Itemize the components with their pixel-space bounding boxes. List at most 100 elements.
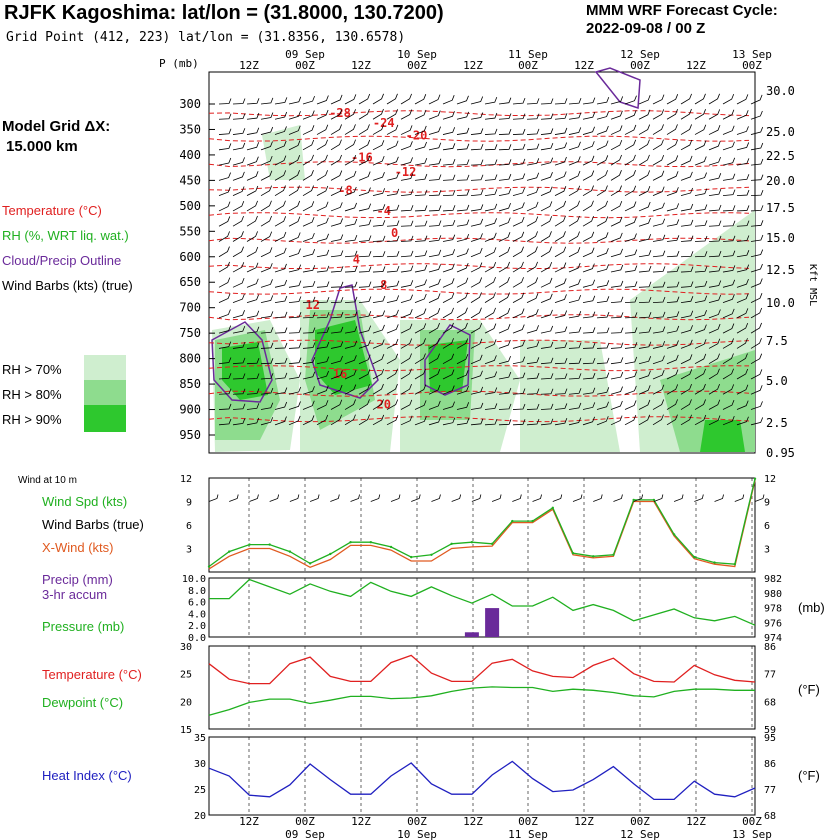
wind-barb <box>288 327 302 334</box>
wind-barb <box>708 338 721 349</box>
pressure-ytick: 980 <box>764 589 782 600</box>
wind-barb <box>344 124 356 135</box>
wind-barb <box>246 156 259 166</box>
wind-barb <box>400 294 413 303</box>
wind-barb <box>610 386 623 395</box>
precip-ytick: 4.0 <box>188 609 206 620</box>
wind-barb <box>344 139 356 151</box>
wind-barb <box>680 93 692 105</box>
wind-barb <box>484 174 498 181</box>
wind-barb <box>246 142 260 151</box>
wind-barb <box>582 387 596 395</box>
wind-barb <box>498 246 511 258</box>
wind-barb <box>708 294 722 303</box>
pressure-unit: (mb) <box>798 600 825 615</box>
wind-barb <box>330 384 343 395</box>
wind-barb <box>750 110 763 120</box>
wind-barb <box>596 280 610 288</box>
wind-barb <box>330 296 344 303</box>
wind-barb <box>456 354 469 365</box>
heat-ytick: 20 <box>194 811 206 822</box>
wind-barb <box>372 155 385 166</box>
wind-barb <box>750 234 764 242</box>
wind-barb <box>400 323 413 334</box>
wind-barb <box>428 384 441 395</box>
wind-barb <box>442 174 456 181</box>
wind-barb <box>554 127 568 135</box>
isotherm-label: 16 <box>333 367 347 381</box>
wind-barb <box>316 124 329 135</box>
wind-barb <box>218 277 231 288</box>
wind-barb <box>694 280 708 288</box>
wind-barb <box>414 94 427 105</box>
bottom-time-label: 00Z <box>742 815 762 828</box>
wind-barb <box>680 354 693 365</box>
wind-barb <box>470 307 482 319</box>
wind-barb <box>526 325 539 334</box>
wind-barb <box>302 232 315 242</box>
wind-barb <box>736 400 749 410</box>
wind-barb <box>582 200 594 212</box>
wind-barb <box>260 342 274 349</box>
wind-barb <box>330 250 344 258</box>
wind-barb <box>652 94 665 105</box>
wind-barb <box>414 353 426 365</box>
wind-barb <box>372 324 385 334</box>
wind-barb <box>316 249 330 258</box>
wind-barb <box>736 205 750 212</box>
wind-speed-point <box>531 519 534 523</box>
wind-barb <box>428 235 442 242</box>
pressure-tick-label: 950 <box>179 428 201 442</box>
wind-barb <box>512 128 526 135</box>
top-date-label: 11 Sep <box>508 48 548 61</box>
height-tick-label: 10.0 <box>766 296 795 310</box>
wind-barb <box>400 338 413 349</box>
wind-barb <box>400 368 412 380</box>
wind-barb <box>302 201 315 212</box>
wind-barb <box>736 174 750 181</box>
wind-barb <box>232 200 245 212</box>
wind-barb <box>344 155 357 166</box>
wind-barb <box>372 399 384 410</box>
wind-barb <box>302 357 316 365</box>
wind-barb <box>512 372 526 380</box>
wind-barb <box>386 338 399 349</box>
wind-barb <box>526 113 540 120</box>
wind-barb <box>526 293 539 303</box>
wind-barb <box>218 373 232 380</box>
wind-barb <box>526 261 538 273</box>
wind-barb <box>218 388 232 395</box>
wind-barb <box>512 202 525 212</box>
wind-barb <box>330 266 344 273</box>
pressure-tick-label: 550 <box>179 224 201 238</box>
isotherm-line <box>208 339 750 346</box>
wind-barb <box>288 216 301 227</box>
wind-barb <box>568 215 580 227</box>
wind-barb <box>260 141 273 151</box>
wind-barb <box>442 190 456 197</box>
wind-barb <box>456 292 469 303</box>
wind-barb <box>274 231 287 242</box>
wind-barb <box>722 338 734 349</box>
wind-barb <box>624 281 638 288</box>
surface-wind-barb <box>309 494 320 502</box>
wind-barb <box>470 159 484 166</box>
wind-barb <box>316 201 329 212</box>
wind-barb <box>638 217 651 227</box>
surface-wind-barb <box>572 494 583 502</box>
wind-barb <box>610 96 624 105</box>
wind-barb <box>246 171 259 181</box>
wind-barb <box>568 156 581 166</box>
wind-barb <box>456 174 470 181</box>
wind-barb <box>736 384 749 395</box>
wind-barb <box>414 141 427 151</box>
wind-barb <box>722 384 735 395</box>
wind-barb <box>498 128 512 135</box>
wind-barb <box>414 235 428 242</box>
wind-barb <box>554 310 568 319</box>
wind-barb <box>708 309 721 319</box>
wind-barb <box>316 265 330 273</box>
wind-barb <box>582 170 595 181</box>
wind-speed-point <box>470 541 474 544</box>
wind-barb <box>540 325 554 334</box>
